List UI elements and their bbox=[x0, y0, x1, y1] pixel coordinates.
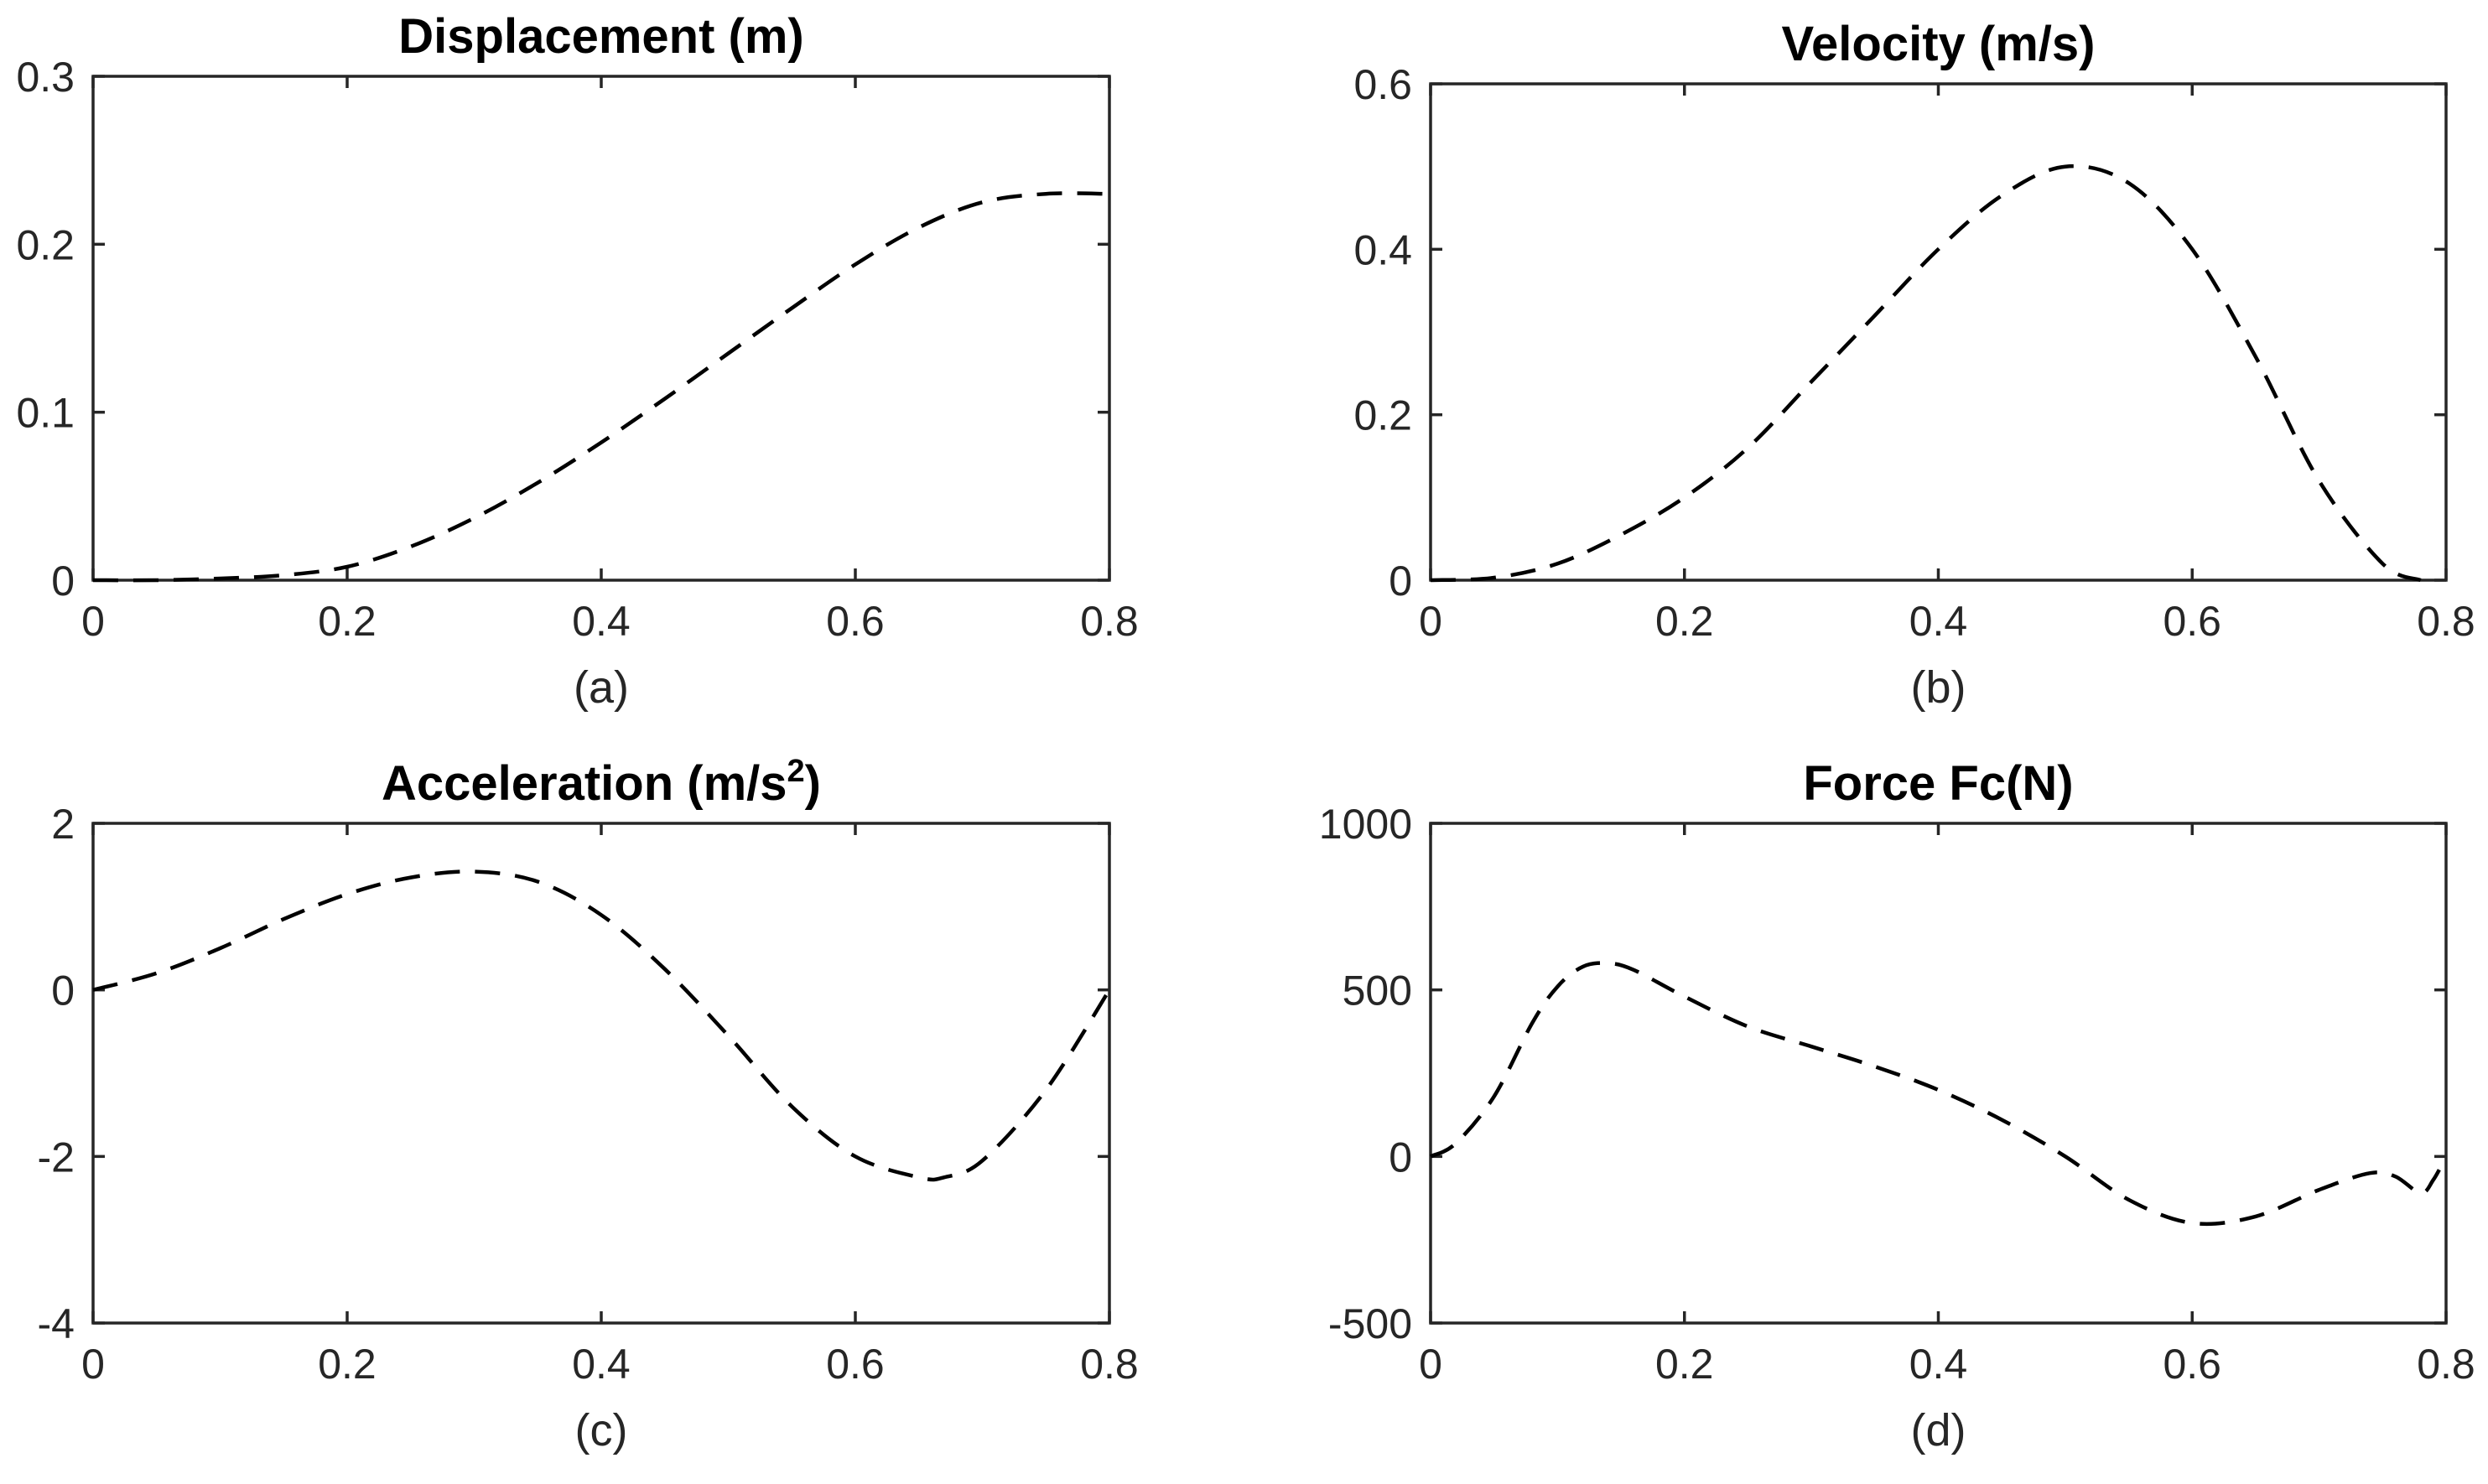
displacement-x-tick-label: 0 bbox=[81, 598, 105, 645]
acceleration-plot-frame bbox=[91, 822, 1111, 1325]
acceleration-y-tick-label: 2 bbox=[51, 801, 75, 848]
force-x-tick-label: 0.4 bbox=[1909, 1341, 1968, 1388]
force-title-text: Force Fc(N) bbox=[1803, 756, 2073, 811]
acceleration-x-tick-label: 0.6 bbox=[826, 1341, 885, 1388]
velocity-title-text: Velocity (m/s) bbox=[1782, 17, 2096, 71]
velocity-y-tick-label: 0 bbox=[1389, 558, 1412, 604]
velocity-x-tick-label: 0.4 bbox=[1909, 598, 1968, 645]
displacement-x-tick-label: 0.4 bbox=[572, 598, 631, 645]
force-series-line bbox=[1429, 961, 2448, 1227]
force-x-tick-label: 0.6 bbox=[2163, 1341, 2221, 1388]
displacement-caption: (a) bbox=[574, 662, 629, 713]
force-y-tick-label: 0 bbox=[1389, 1134, 1412, 1180]
velocity-caption: (b) bbox=[1911, 662, 1966, 713]
displacement-y-tick-label: 0.3 bbox=[16, 54, 75, 101]
acceleration-caption: (c) bbox=[575, 1405, 628, 1455]
acceleration-y-tick-label: 0 bbox=[51, 968, 75, 1014]
displacement-y-tick-label: 0.2 bbox=[16, 221, 75, 268]
acceleration-x-tick-label: 0.4 bbox=[572, 1341, 631, 1388]
force-x-tick-label: 0.2 bbox=[1655, 1341, 1714, 1388]
displacement-plot-frame bbox=[91, 75, 1111, 582]
acceleration-chart-title: Acceleration (m/s2) bbox=[382, 754, 821, 811]
displacement-x-tick-label: 0.6 bbox=[826, 598, 885, 645]
velocity-chart-title: Velocity (m/s) bbox=[1782, 17, 2096, 71]
velocity-chart: Velocity (m/s) 0 0.2 0.4 0.6 0.8 0 0.2 0.4 0.6 (b) bbox=[1353, 17, 2475, 713]
acceleration-title-suffix: ) bbox=[805, 756, 821, 811]
force-caption: (d) bbox=[1911, 1405, 1966, 1455]
force-plot-frame bbox=[1429, 822, 2448, 1325]
displacement-x-tick-label: 0.2 bbox=[318, 598, 377, 645]
velocity-x-tick-label: 0.8 bbox=[2417, 598, 2475, 645]
displacement-chart-title: Displacement (m) bbox=[398, 9, 803, 64]
displacement-series-line bbox=[92, 191, 1110, 583]
velocity-y-tick-label: 0.4 bbox=[1353, 226, 1412, 273]
displacement-title-text: Displacement (m) bbox=[398, 9, 803, 64]
acceleration-x-tick-label: 0 bbox=[81, 1341, 105, 1388]
acceleration-title-superscript: 2 bbox=[787, 754, 805, 789]
velocity-x-tick-label: 0.6 bbox=[2163, 598, 2221, 645]
force-y-tick-label: 1000 bbox=[1319, 801, 1412, 848]
acceleration-title-text: Acceleration (m/s bbox=[382, 756, 787, 811]
displacement-y-tick-label: 0.1 bbox=[16, 390, 75, 437]
displacement-y-tick-label: 0 bbox=[51, 558, 75, 604]
velocity-plot-frame bbox=[1429, 82, 2448, 582]
acceleration-x-tick-label: 0.8 bbox=[1080, 1341, 1139, 1388]
acceleration-chart: Acceleration (m/s2)0 0.2 0.4 0.6 0.8-4-202(c… bbox=[38, 754, 1139, 1455]
force-y-tick-label: -500 bbox=[1328, 1300, 1412, 1347]
velocity-y-tick-label: 0.6 bbox=[1353, 61, 1412, 108]
velocity-series-line bbox=[1430, 163, 2422, 583]
force-chart-title: Force Fc(N) bbox=[1803, 756, 2073, 811]
force-x-tick-label: 0.8 bbox=[2417, 1341, 2475, 1388]
displacement-chart: Displacement (m) 0 0.2 0.4 0.6 0.8 0 0.1 0.2 0.3 (… bbox=[16, 9, 1138, 713]
force-y-tick-label: 500 bbox=[1343, 968, 1412, 1014]
displacement-x-tick-label: 0.8 bbox=[1080, 598, 1139, 645]
force-x-tick-label: 0 bbox=[1419, 1341, 1442, 1388]
acceleration-y-tick-label: -2 bbox=[38, 1134, 75, 1180]
acceleration-y-tick-label: -4 bbox=[38, 1300, 75, 1347]
velocity-x-tick-label: 0.2 bbox=[1655, 598, 1714, 645]
acceleration-x-tick-label: 0.2 bbox=[318, 1341, 377, 1388]
velocity-x-tick-label: 0 bbox=[1419, 598, 1442, 645]
velocity-y-tick-label: 0.2 bbox=[1353, 392, 1412, 439]
